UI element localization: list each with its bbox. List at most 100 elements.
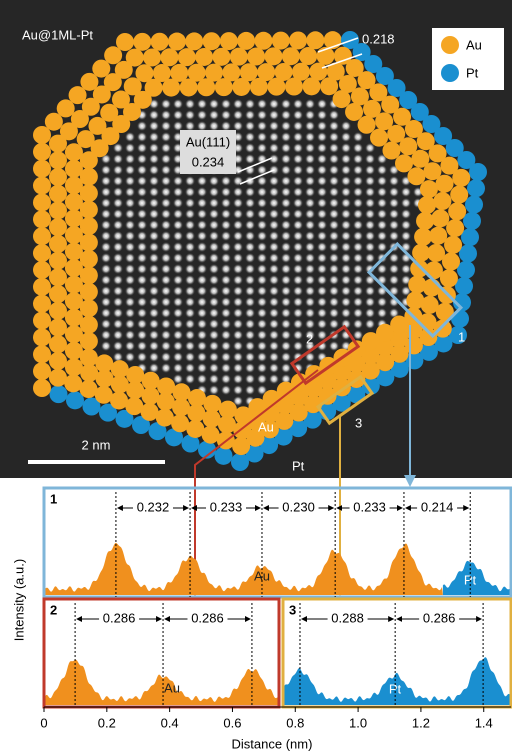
lattice-atom <box>245 121 255 131</box>
shell-atom <box>143 48 161 66</box>
lattice-atom <box>281 143 291 153</box>
lattice-atom <box>101 187 111 197</box>
shell-atom <box>469 163 487 181</box>
lattice-atom <box>245 220 255 230</box>
lattice-atom <box>209 209 219 219</box>
lattice-atom <box>197 286 207 296</box>
lattice-atom <box>221 231 231 241</box>
lattice-atom <box>329 121 339 131</box>
lattice-atom <box>173 242 183 252</box>
lattice-atom <box>137 341 147 351</box>
lattice-atom <box>113 341 123 351</box>
lattice-atom <box>269 275 279 285</box>
lattice-atom <box>293 176 303 186</box>
lattice-atom <box>257 286 267 296</box>
lattice-atom <box>149 209 159 219</box>
lattice-atom <box>149 143 159 153</box>
lattice-atom <box>257 143 267 153</box>
lattice-atom <box>125 352 135 362</box>
lattice-atom <box>173 253 183 263</box>
lattice-atom <box>281 99 291 109</box>
lattice-atom <box>281 165 291 175</box>
lattice-atom <box>209 220 219 230</box>
lattice-atom <box>149 286 159 296</box>
lattice-atom <box>233 99 243 109</box>
shell-atom <box>49 168 67 186</box>
spacing-label: 0.233 <box>353 499 386 514</box>
lattice-atom <box>281 275 291 285</box>
lattice-atom <box>185 275 195 285</box>
lattice-atom <box>185 330 195 340</box>
lattice-atom <box>101 319 111 329</box>
lattice-atom <box>317 198 327 208</box>
shell-atom <box>168 33 186 51</box>
lattice-atom <box>161 330 171 340</box>
lattice-atom <box>365 297 375 307</box>
lattice-atom <box>257 242 267 252</box>
shell-atom <box>104 46 122 64</box>
lattice-atom <box>161 121 171 131</box>
lattice-atom <box>281 220 291 230</box>
lattice-atom <box>269 297 279 307</box>
shell-atom <box>134 91 152 109</box>
lattice-atom <box>137 165 147 175</box>
shell-atom <box>126 366 144 384</box>
lattice-atom <box>269 308 279 318</box>
lattice-atom <box>101 231 111 241</box>
lattice-atom <box>329 297 339 307</box>
lattice-atom <box>185 242 195 252</box>
shell-atom <box>33 379 51 397</box>
lattice-atom <box>185 110 195 120</box>
shell-atom <box>49 352 67 370</box>
x-tick-label: 1.4 <box>475 715 493 730</box>
lattice-atom <box>377 209 387 219</box>
shell-atom <box>410 260 428 278</box>
lattice-atom <box>365 319 375 329</box>
lattice-atom <box>209 253 219 263</box>
lattice-atom <box>341 231 351 241</box>
lattice-atom <box>269 231 279 241</box>
legend-label: Pt <box>466 65 479 80</box>
lattice-atom <box>137 187 147 197</box>
spacing-label: 0.286 <box>423 610 456 625</box>
lattice-atom <box>149 352 159 362</box>
lattice-atom <box>197 121 207 131</box>
lattice-atom <box>353 275 363 285</box>
shell-atom <box>197 78 215 96</box>
lattice-atom <box>305 99 315 109</box>
lattice-atom <box>329 220 339 230</box>
lattice-atom <box>137 242 147 252</box>
lattice-atom <box>185 341 195 351</box>
lattice-atom <box>317 143 327 153</box>
lattice-atom <box>173 264 183 274</box>
lattice-atom <box>389 209 399 219</box>
lattice-atom <box>149 231 159 241</box>
lattice-atom <box>149 330 159 340</box>
lattice-atom <box>149 242 159 252</box>
lattice-atom <box>245 330 255 340</box>
lattice-atom <box>137 220 147 230</box>
lattice-atom <box>125 286 135 296</box>
shell-atom <box>80 364 98 382</box>
lattice-atom <box>257 209 267 219</box>
shell-atom <box>33 160 51 178</box>
profile-area <box>44 660 279 705</box>
shell-atom <box>463 212 481 230</box>
lattice-atom <box>317 242 327 252</box>
lattice-atom <box>245 385 255 395</box>
lattice-atom <box>197 253 207 263</box>
lattice-atom <box>269 352 279 362</box>
lattice-atom <box>257 319 267 329</box>
shell-atom <box>160 48 178 66</box>
lattice-atom <box>317 121 327 131</box>
shell-atom <box>80 349 98 367</box>
lattice-atom <box>293 165 303 175</box>
lattice-atom <box>137 132 147 142</box>
lattice-atom <box>185 297 195 307</box>
lattice-atom <box>125 308 135 318</box>
lattice-atom <box>113 220 123 230</box>
lattice-atom <box>341 176 351 186</box>
shell-atom <box>267 78 285 96</box>
lattice-atom <box>113 308 123 318</box>
lattice-atom <box>293 341 303 351</box>
